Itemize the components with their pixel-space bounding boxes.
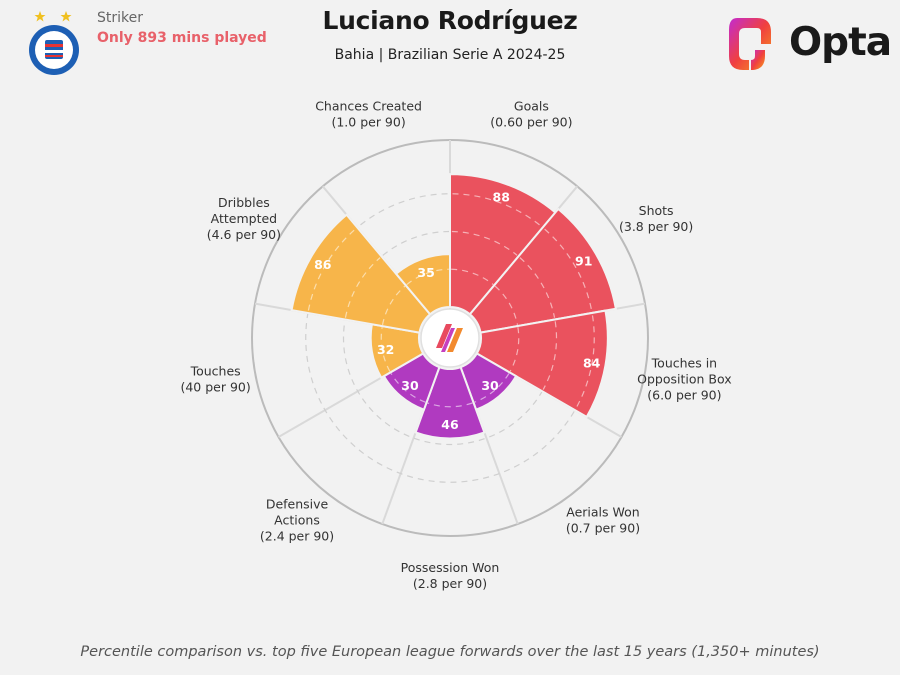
- category-label: Defensive Actions (2.4 per 90): [260, 496, 334, 543]
- bar-grid-ring: [380, 327, 391, 372]
- percentile-label: 30: [481, 378, 499, 393]
- bar-dribbles-attempted: [290, 213, 432, 334]
- category-label: Touches (40 per 90): [180, 363, 250, 394]
- percentile-label: 35: [417, 265, 434, 280]
- bar-grid-ring: [509, 327, 520, 372]
- header: Striker Only 893 mins played Luciano Rod…: [0, 0, 900, 90]
- percentile-label: 86: [314, 257, 332, 272]
- bar-shots: [468, 207, 618, 334]
- opta-wordmark: Opta: [789, 20, 892, 65]
- club-crest-icon: [29, 11, 79, 75]
- category-label: Touches in Opposition Box (6.0 per 90): [637, 355, 732, 402]
- bar-grid-ring: [494, 285, 519, 325]
- opta-logo-icon: [729, 18, 771, 70]
- player-name: Luciano Rodríguez: [322, 6, 578, 35]
- bar-grid-ring: [542, 321, 558, 390]
- percentile-label: 84: [583, 355, 601, 370]
- center-logo-icon: [436, 324, 463, 352]
- bar-goals: [449, 173, 557, 316]
- bar-grid-ring: [451, 268, 494, 286]
- percentile-label: 91: [575, 253, 592, 268]
- bar-chances-created: [394, 253, 451, 316]
- bar-touches-in-opposition-box: [475, 309, 609, 419]
- bar-grid-ring: [344, 257, 381, 318]
- bar-grid-ring: [575, 315, 595, 409]
- center-logo-stripe: [436, 324, 452, 348]
- bar-possession-won: [414, 365, 486, 440]
- minutes-note: Only 893 mins played: [97, 30, 267, 46]
- bar-grid-ring: [451, 230, 518, 256]
- bar-grid-ring: [390, 373, 426, 403]
- category-label: Goals (0.60 per 90): [490, 98, 572, 129]
- category-label: Possession Won (2.8 per 90): [401, 560, 500, 591]
- player-role: Striker: [97, 10, 143, 26]
- category-label: Shots (3.8 per 90): [619, 203, 693, 234]
- bar-grid-ring: [452, 193, 542, 227]
- category-label: Dribbles Attempted (4.6 per 90): [207, 195, 281, 242]
- bar-grid-ring: [406, 268, 449, 286]
- bar-grid-ring: [474, 373, 510, 403]
- percentile-label: 30: [401, 378, 419, 393]
- bar-grid-ring: [519, 257, 556, 318]
- bar-grid-ring: [427, 402, 473, 408]
- category-label: Chances Created (1.0 per 90): [315, 98, 422, 129]
- bar-grid-ring: [544, 228, 593, 311]
- percentile-label: 46: [441, 417, 459, 432]
- team-competition: Bahia | Brazilian Serie A 2024-25: [334, 47, 566, 63]
- category-label: Aerials Won (0.7 per 90): [566, 504, 640, 535]
- center-logo-stripe: [441, 328, 455, 352]
- opta-logo: Opta: [727, 14, 892, 72]
- footnote: Percentile comparison vs. top five Europ…: [80, 644, 820, 660]
- bar-grid-ring: [381, 285, 406, 325]
- percentile-label: 32: [377, 342, 394, 357]
- bar-grid-ring: [307, 228, 356, 311]
- percentile-label: 88: [493, 190, 510, 205]
- center-logo-stripe: [447, 328, 463, 352]
